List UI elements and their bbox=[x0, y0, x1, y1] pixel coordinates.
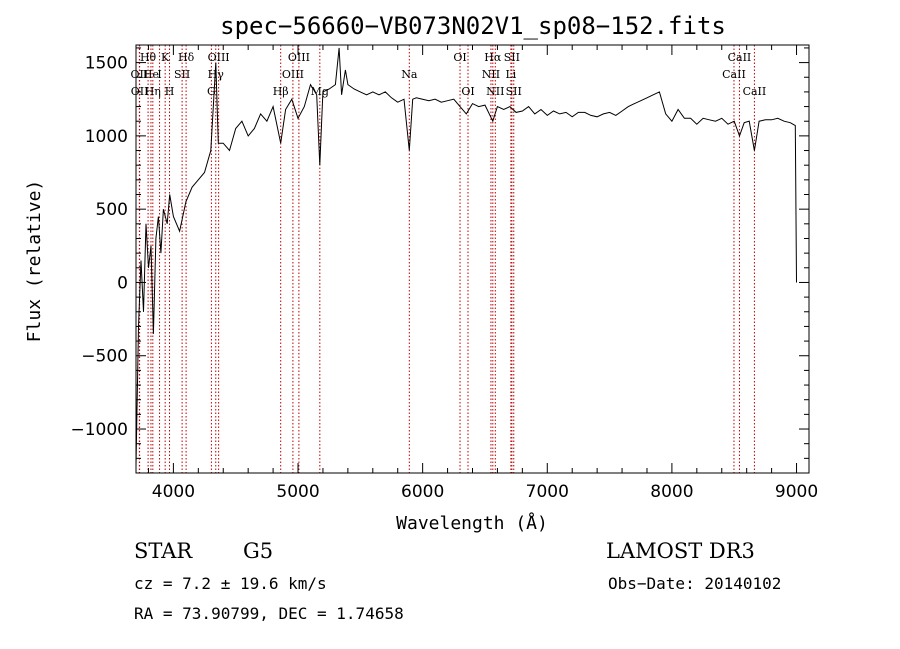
line-marker-label-6: I bbox=[157, 68, 161, 81]
x-tick-label-1: 5000 bbox=[276, 482, 319, 502]
object-class: STAR bbox=[134, 539, 193, 563]
line-marker-label-16: Mg bbox=[311, 85, 329, 98]
line-marker-label-19: OI bbox=[461, 85, 474, 98]
line-marker-label-18: OI bbox=[453, 51, 466, 64]
line-marker-label-24: NII bbox=[486, 85, 504, 98]
line-marker-label-21: SII bbox=[504, 51, 520, 64]
coords-text: RA = 73.90799, DEC = 1.74658 bbox=[134, 604, 404, 623]
y-axis-label: Flux (relative) bbox=[24, 180, 45, 343]
x-tick-label-5: 9000 bbox=[775, 482, 818, 502]
y-tick-label-5: 1500 bbox=[85, 54, 128, 74]
line-marker-label-27: CaII bbox=[722, 68, 746, 81]
line-marker-label-25: SII bbox=[506, 85, 522, 98]
x-tick-label-4: 8000 bbox=[650, 482, 693, 502]
plot-frame bbox=[135, 44, 810, 474]
x-axis-ticks: 4000 5000 6000 7000 8000 9000 bbox=[147, 45, 818, 502]
line-marker-label-1: OII bbox=[131, 68, 149, 81]
x-tick-label-3: 7000 bbox=[526, 482, 569, 502]
redshift-text: cz = 7.2 ± 19.6 km/s bbox=[134, 574, 327, 593]
x-axis-label: Wavelength (Å) bbox=[396, 512, 548, 534]
line-marker-label-7: SII bbox=[174, 68, 190, 81]
line-marker-label-28: CaII bbox=[743, 85, 767, 98]
y-tick-label-0: −1000 bbox=[70, 420, 128, 440]
line-marker-label-13: OIII bbox=[288, 51, 310, 64]
spectrum-line bbox=[135, 47, 797, 466]
line-marker-label-5: K bbox=[161, 51, 170, 64]
line-marker-label-15: Hβ bbox=[273, 85, 289, 98]
line-marker-label-4: Hη bbox=[145, 85, 161, 98]
line-marker-label-20: Hα bbox=[484, 51, 502, 64]
survey-label: LAMOST DR3 bbox=[606, 539, 755, 563]
line-marker-label-8: H bbox=[165, 85, 175, 98]
y-tick-label-4: 1000 bbox=[85, 127, 128, 147]
line-marker-label-23: Li bbox=[505, 68, 516, 81]
line-marker-label-10: OIII bbox=[208, 51, 230, 64]
line-marker-label-9: Hδ bbox=[178, 51, 195, 64]
line-marker-label-22: NII bbox=[482, 68, 500, 81]
y-tick-label-1: −500 bbox=[81, 347, 128, 367]
obs-date-text: Obs−Date: 20140102 bbox=[608, 574, 781, 593]
y-tick-label-2: 0 bbox=[117, 273, 128, 293]
line-marker-label-14: OIII bbox=[282, 68, 304, 81]
object-subclass: G5 bbox=[243, 539, 273, 563]
x-tick-label-2: 6000 bbox=[401, 482, 444, 502]
line-marker-label-17: Na bbox=[401, 68, 418, 81]
chart-title: spec−56660−VB073N02V1_sp08−152.fits bbox=[220, 12, 726, 40]
line-marker-label-3: He bbox=[143, 68, 159, 81]
line-marker-group bbox=[138, 45, 755, 473]
line-marker-label-26: CaII bbox=[728, 51, 752, 64]
y-tick-label-3: 500 bbox=[96, 200, 128, 220]
line-marker-label-0: Hθ bbox=[140, 51, 157, 64]
y-axis-ticks: −1000 −500 0 500 1000 1500 bbox=[70, 47, 809, 459]
line-marker-label-12: G bbox=[207, 85, 216, 98]
x-tick-label-0: 4000 bbox=[152, 482, 195, 502]
